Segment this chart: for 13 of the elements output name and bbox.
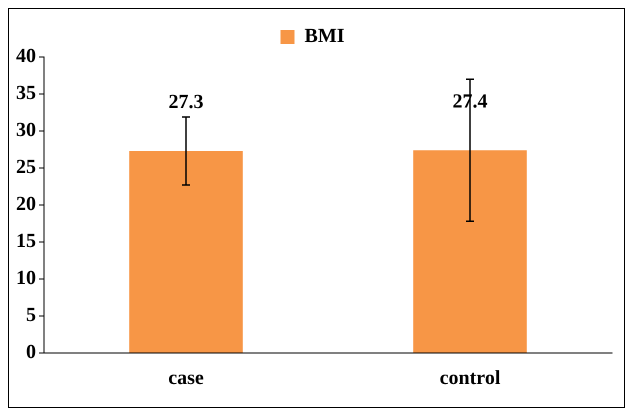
y-tick-label: 40 bbox=[16, 45, 36, 68]
x-tick-label: control bbox=[440, 367, 501, 390]
y-tick-label: 5 bbox=[26, 304, 36, 326]
data-label: 27.3 bbox=[168, 91, 204, 114]
legend-label: BMI bbox=[304, 25, 345, 48]
y-tick-label: 0 bbox=[26, 341, 36, 364]
y-tick-label: 30 bbox=[16, 119, 36, 142]
y-tick-label: 10 bbox=[16, 267, 36, 290]
y-tick-label: 15 bbox=[16, 230, 36, 252]
y-tick-label: 25 bbox=[16, 156, 36, 178]
y-tick-label: 35 bbox=[16, 82, 36, 104]
y-tick-label: 20 bbox=[16, 193, 36, 216]
x-tick-label: case bbox=[168, 367, 204, 390]
